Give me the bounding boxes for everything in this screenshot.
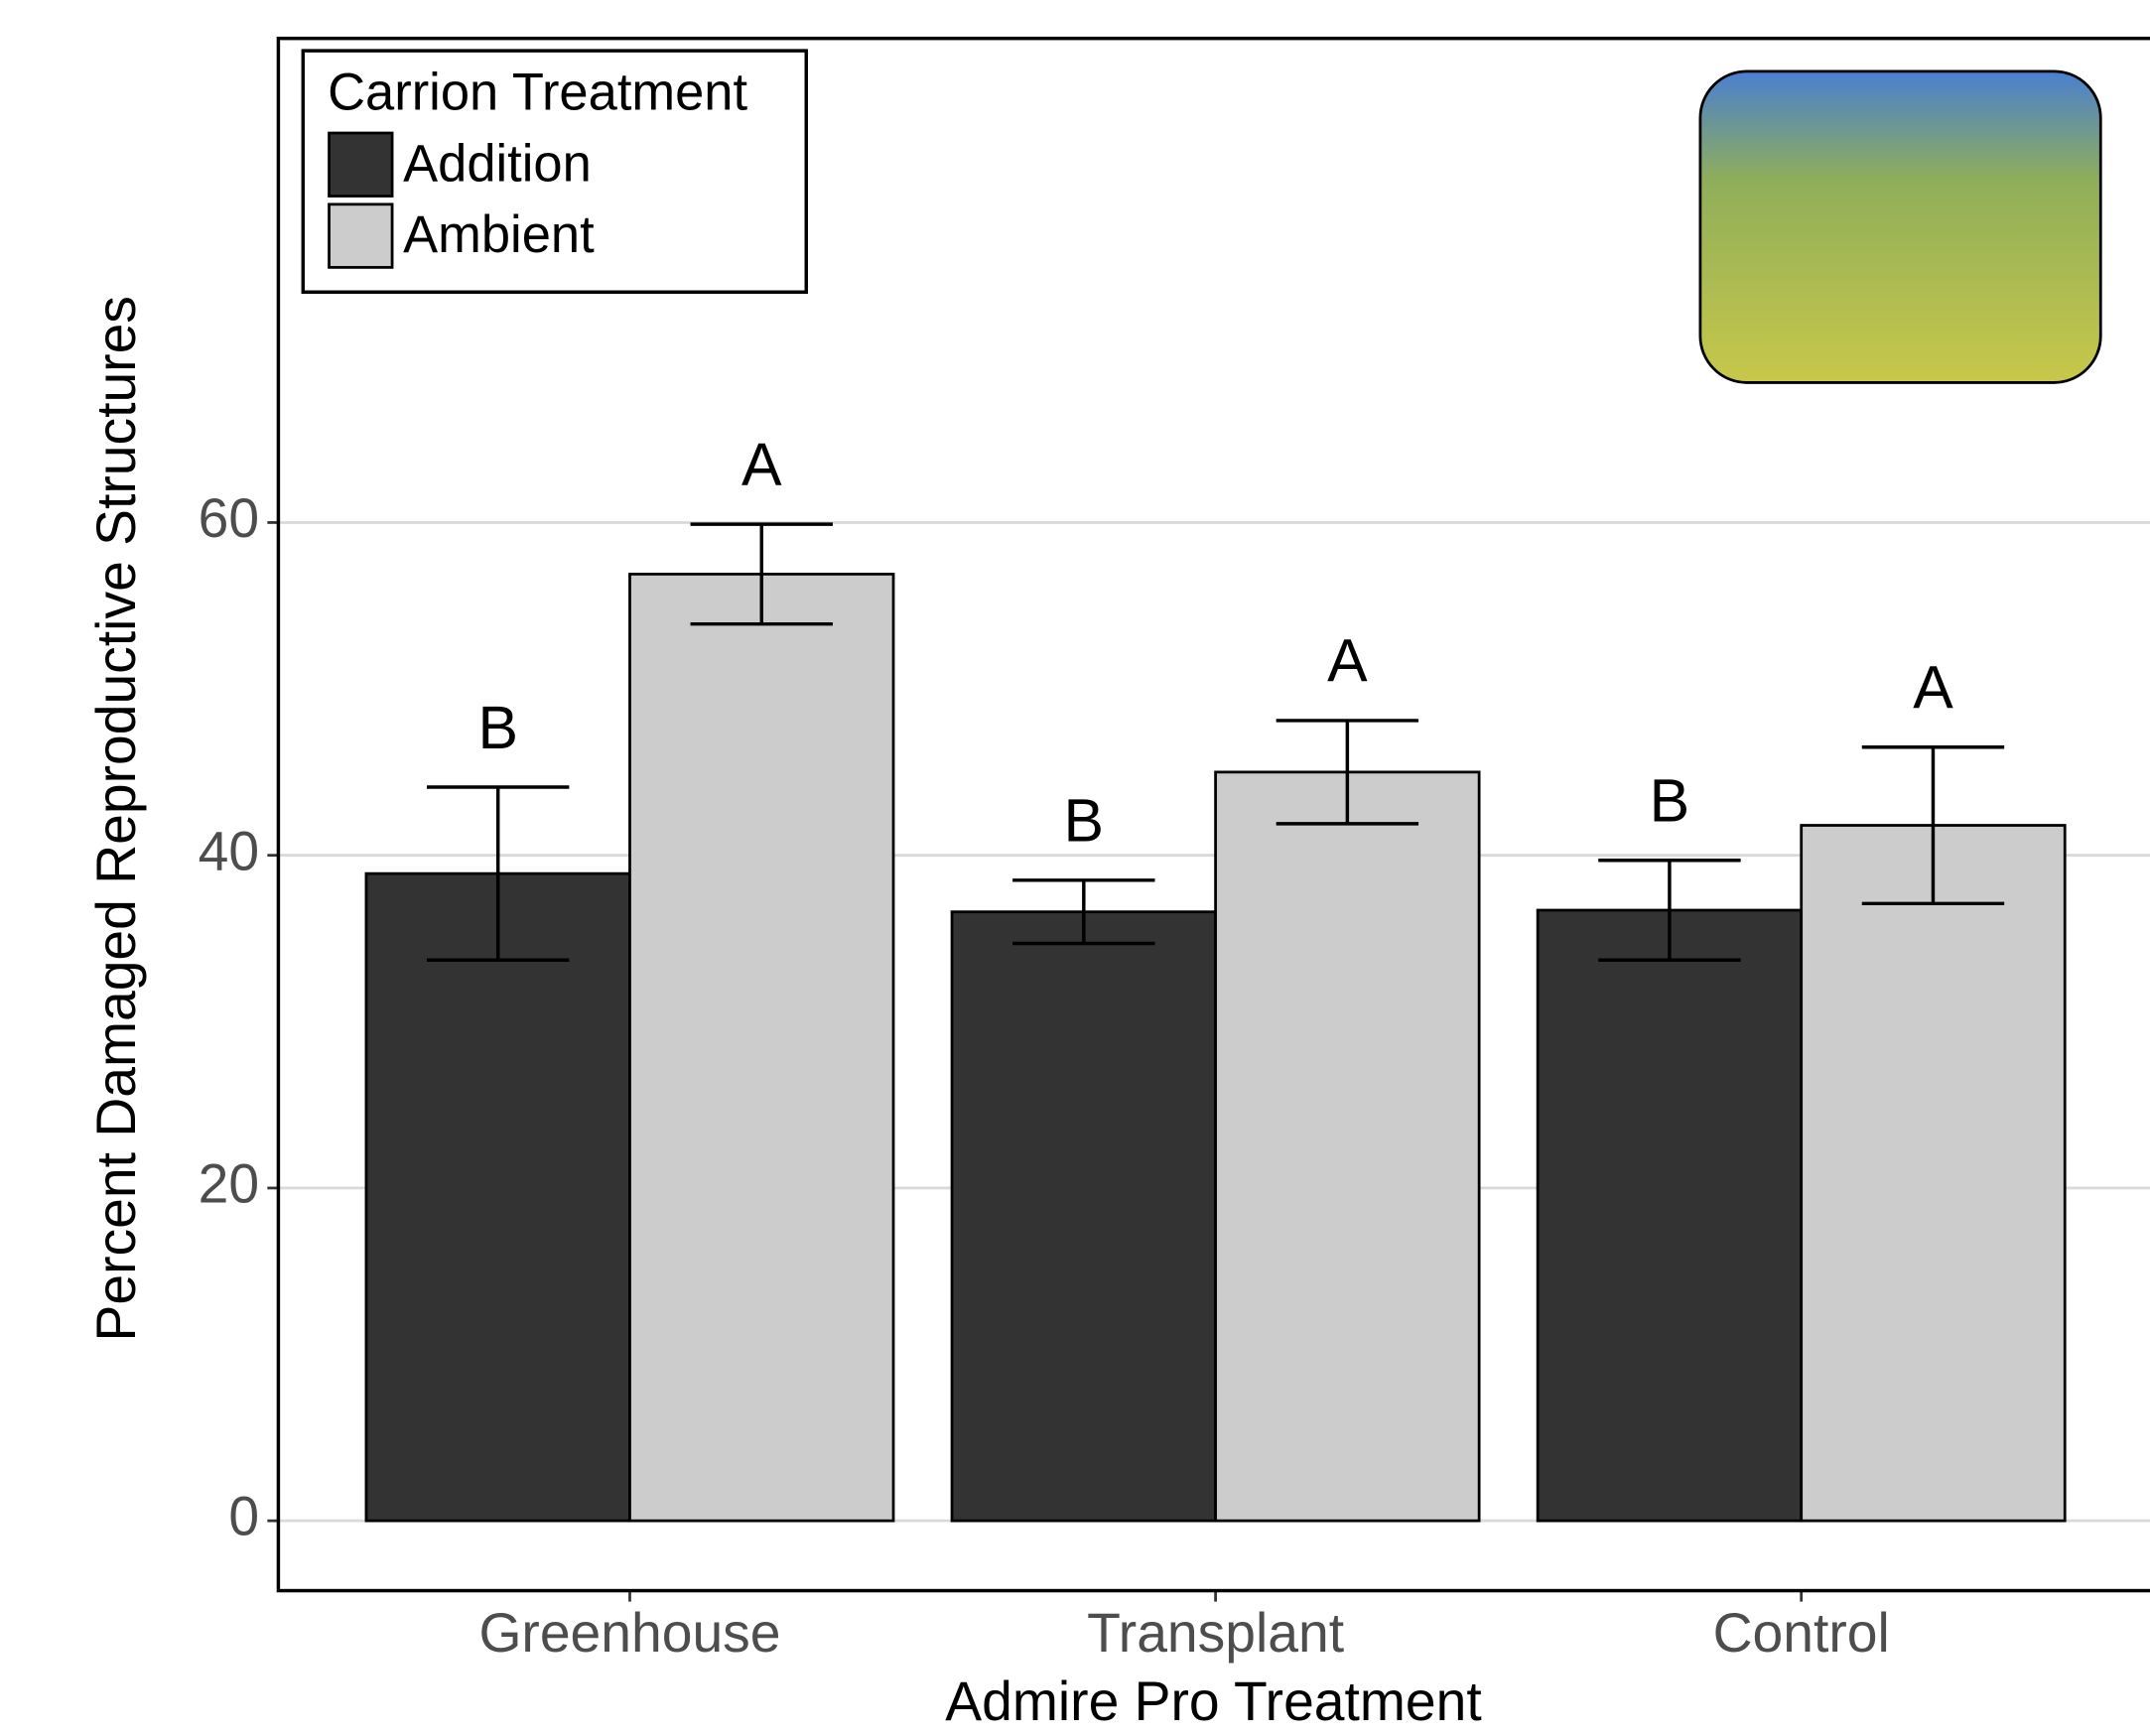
x-tick-label: Control	[1713, 1602, 1890, 1664]
significance-label: A	[1327, 627, 1368, 695]
x-tick-label: Greenhouse	[478, 1602, 780, 1664]
bar	[1538, 910, 1802, 1521]
legend-swatch	[330, 133, 393, 197]
inset-photo	[1700, 71, 2100, 383]
significance-label: A	[1913, 654, 1953, 722]
chart: Admire Pro Treatment Percent Damaged Rep…	[0, 0, 2150, 1736]
y-tick-label: 40	[199, 820, 259, 881]
bar	[629, 574, 893, 1521]
significance-label: B	[1064, 787, 1105, 855]
significance-label: A	[741, 431, 782, 498]
bar	[366, 873, 630, 1521]
bar	[1802, 826, 2066, 1522]
significance-label: B	[477, 694, 518, 761]
legend-title: Carrion Treatment	[328, 64, 747, 122]
page: Admire Pro Treatment Percent Damaged Rep…	[0, 0, 2150, 1736]
x-tick-label: Transplant	[1087, 1602, 1344, 1664]
x-axis-title: Admire Pro Treatment	[945, 1670, 1481, 1732]
legend-label: Addition	[403, 134, 592, 193]
legend-label: Ambient	[403, 205, 595, 264]
y-axis-title: Percent Damaged Reproductive Structures	[85, 296, 147, 1341]
significance-label: B	[1650, 767, 1690, 835]
y-tick-label: 20	[199, 1153, 259, 1215]
bar	[952, 912, 1216, 1521]
legend-swatch	[330, 204, 393, 268]
y-tick-label: 60	[199, 487, 259, 549]
bar	[1216, 772, 1480, 1521]
y-tick-label: 0	[228, 1486, 259, 1547]
